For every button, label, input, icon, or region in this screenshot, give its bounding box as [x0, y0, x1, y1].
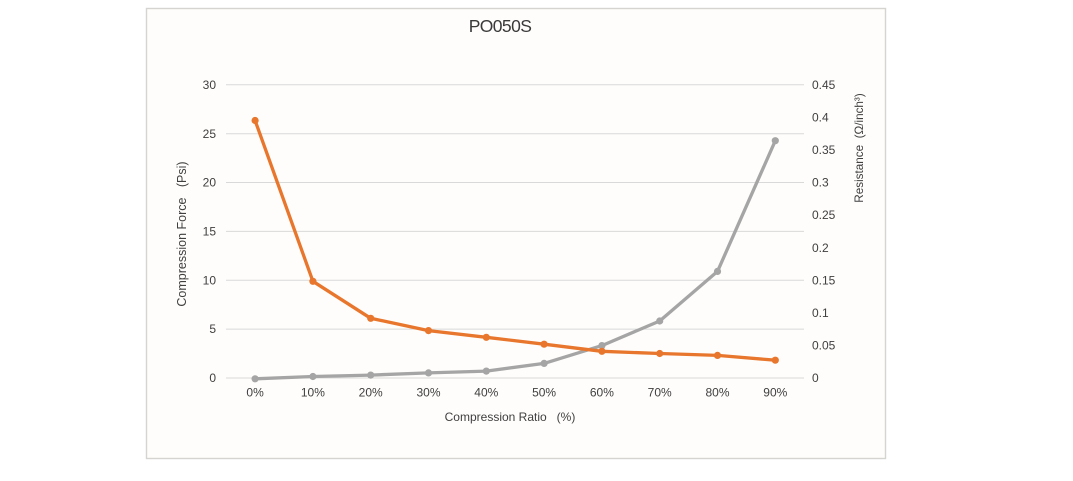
svg-text:0.1: 0.1 — [812, 306, 829, 320]
svg-text:30: 30 — [203, 78, 217, 92]
svg-text:90%: 90% — [763, 386, 787, 400]
svg-text:25: 25 — [203, 127, 217, 141]
svg-text:0: 0 — [812, 371, 819, 385]
svg-text:50%: 50% — [532, 386, 556, 400]
svg-text:Compression Force (Psi): Compression Force (Psi) — [175, 161, 189, 306]
svg-text:Compression Ratio (%): Compression Ratio (%) — [445, 410, 576, 424]
svg-text:30%: 30% — [416, 386, 440, 400]
svg-text:0.2: 0.2 — [812, 241, 829, 255]
svg-text:PO050S: PO050S — [469, 16, 532, 36]
svg-text:0: 0 — [209, 371, 216, 385]
svg-text:0.4: 0.4 — [812, 111, 829, 125]
svg-text:5: 5 — [209, 322, 216, 336]
svg-text:20: 20 — [203, 176, 217, 190]
svg-text:Resistance (Ω/inch³): Resistance (Ω/inch³) — [853, 93, 866, 203]
svg-text:40%: 40% — [474, 386, 498, 400]
svg-text:15: 15 — [203, 225, 217, 239]
svg-text:80%: 80% — [705, 386, 729, 400]
svg-text:0.3: 0.3 — [812, 176, 829, 190]
svg-text:0.45: 0.45 — [812, 78, 836, 92]
svg-text:70%: 70% — [648, 386, 672, 400]
svg-text:0.25: 0.25 — [812, 208, 836, 222]
svg-text:0%: 0% — [246, 386, 264, 400]
svg-text:0.15: 0.15 — [812, 273, 836, 287]
svg-text:10%: 10% — [301, 386, 325, 400]
svg-text:60%: 60% — [590, 386, 614, 400]
svg-text:20%: 20% — [359, 386, 383, 400]
svg-text:0.05: 0.05 — [812, 339, 836, 353]
svg-text:0.35: 0.35 — [812, 143, 836, 157]
svg-text:10: 10 — [203, 273, 217, 287]
